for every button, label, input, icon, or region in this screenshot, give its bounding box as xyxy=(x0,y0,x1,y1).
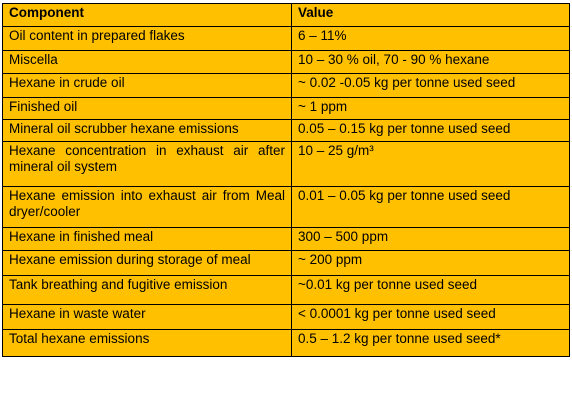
value-cell: 10 – 30 % oil, 70 - 90 % hexane xyxy=(291,50,570,74)
table-row: Hexane concentration in exhaust air afte… xyxy=(2,141,570,187)
value-cell: ~ 0.02 -0.05 kg per tonne used seed xyxy=(291,73,570,98)
table-row: Tank breathing and fugitive emission ~0.… xyxy=(2,275,570,305)
table-row: Hexane in crude oil ~ 0.02 -0.05 kg per … xyxy=(2,73,570,98)
value-cell: 0.5 – 1.2 kg per tonne used seed* xyxy=(291,329,570,357)
value-cell: ~ 1 ppm xyxy=(291,97,570,120)
table-row: Hexane in waste water < 0.0001 kg per to… xyxy=(2,304,570,330)
table-row: Mineral oil scrubber hexane emissions 0.… xyxy=(2,119,570,142)
header-value: Value xyxy=(291,3,570,27)
component-cell: Hexane in finished meal xyxy=(2,227,292,251)
table-row: Finished oil ~ 1 ppm xyxy=(2,97,570,120)
value-cell: 0.05 – 0.15 kg per tonne used seed xyxy=(291,119,570,142)
hexane-data-table: Component Value Oil content in prepared … xyxy=(2,3,570,357)
table-row: Hexane emission during storage of meal ~… xyxy=(2,250,570,276)
component-cell: Total hexane emissions xyxy=(2,329,292,357)
table-header-row: Component Value xyxy=(2,3,570,27)
table-row: Hexane emission into exhaust air from Me… xyxy=(2,186,570,228)
component-cell: Hexane in crude oil xyxy=(2,73,292,98)
header-component: Component xyxy=(2,3,292,27)
table-row: Oil content in prepared flakes 6 – 11% xyxy=(2,26,570,51)
component-cell: Miscella xyxy=(2,50,292,74)
value-cell: 0.01 – 0.05 kg per tonne used seed xyxy=(291,186,570,228)
component-cell: Hexane in waste water xyxy=(2,304,292,330)
table-row: Hexane in finished meal 300 – 500 ppm xyxy=(2,227,570,251)
value-cell: < 0.0001 kg per tonne used seed xyxy=(291,304,570,330)
component-cell: Tank breathing and fugitive emission xyxy=(2,275,292,305)
component-cell: Mineral oil scrubber hexane emissions xyxy=(2,119,292,142)
table-row: Miscella 10 – 30 % oil, 70 - 90 % hexane xyxy=(2,50,570,74)
value-cell: 6 – 11% xyxy=(291,26,570,51)
component-cell: Oil content in prepared flakes xyxy=(2,26,292,51)
value-cell: ~0.01 kg per tonne used seed xyxy=(291,275,570,305)
component-cell: Finished oil xyxy=(2,97,292,120)
component-cell: Hexane emission into exhaust air from Me… xyxy=(2,186,292,228)
component-cell: Hexane concentration in exhaust air afte… xyxy=(2,141,292,187)
table-row: Total hexane emissions 0.5 – 1.2 kg per … xyxy=(2,329,570,357)
value-cell: 300 – 500 ppm xyxy=(291,227,570,251)
value-cell: ~ 200 ppm xyxy=(291,250,570,276)
value-cell: 10 – 25 g/m³ xyxy=(291,141,570,187)
component-cell: Hexane emission during storage of meal xyxy=(2,250,292,276)
